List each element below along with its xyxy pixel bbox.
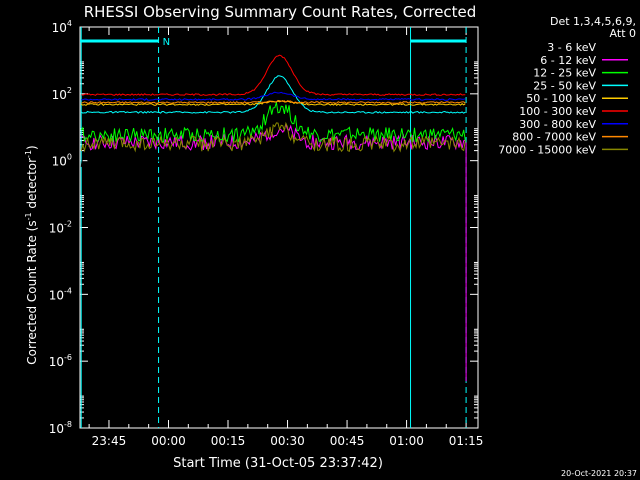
x-axis-label: Start Time (31-Oct-05 23:37:42) xyxy=(173,456,383,471)
y-tick-label: 100 xyxy=(52,153,72,169)
night-marker-label: N xyxy=(163,37,170,48)
y-tick-label: 10-6 xyxy=(49,353,72,369)
y-tick-label: 10-8 xyxy=(49,420,72,436)
chart-title: RHESSI Observing Summary Count Rates, Co… xyxy=(84,3,477,21)
legend-label: 3 - 6 keV xyxy=(547,41,596,54)
x-tick-label: 23:45 xyxy=(92,434,127,448)
legend-label: 7000 - 15000 keV xyxy=(498,143,596,156)
plot-area: 104 102 100 10-2 10-4 10-6 10-8 23:45 00:00 00:15… xyxy=(49,19,484,448)
x-tick-label: 01:15 xyxy=(449,434,484,448)
series-line xyxy=(80,122,466,151)
series-line xyxy=(81,91,466,101)
x-tick-label: 00:00 xyxy=(151,434,186,448)
legend-label: 6 - 12 keV xyxy=(540,54,596,67)
plot-frame xyxy=(79,26,479,429)
y-axis-label: Corrected Count Rate (s-1 detector-1) xyxy=(24,145,39,364)
series-line xyxy=(80,129,366,170)
y-tick-label: 10-2 xyxy=(49,220,72,236)
legend-label: 800 - 7000 keV xyxy=(512,131,596,144)
series-line xyxy=(80,102,466,143)
x-tick-label: 00:15 xyxy=(211,434,246,448)
y-tick-label: 10-4 xyxy=(49,286,72,302)
y-tick-label: 102 xyxy=(52,86,72,102)
legend-label: 12 - 25 keV xyxy=(533,67,596,80)
series-line xyxy=(80,75,466,114)
legend-label: 100 - 300 keV xyxy=(519,105,596,118)
y-tick-label: 104 xyxy=(52,19,72,35)
legend-header: Att 0 xyxy=(610,27,636,40)
legend-header: Det 1,3,4,5,6,9, xyxy=(550,15,636,28)
series-line xyxy=(81,99,466,104)
x-tick-label: 00:30 xyxy=(270,434,305,448)
chart-timestamp: 20-Oct-2021 20:37 xyxy=(561,469,637,478)
series-line xyxy=(80,121,466,153)
legend-label: 300 - 800 keV xyxy=(519,118,596,131)
x-tick-label: 00:45 xyxy=(330,434,365,448)
legend-label: 50 - 100 keV xyxy=(526,92,596,105)
x-tick-label: 01:00 xyxy=(389,434,424,448)
series-line xyxy=(81,54,466,96)
legend-label: 25 - 50 keV xyxy=(533,79,596,92)
